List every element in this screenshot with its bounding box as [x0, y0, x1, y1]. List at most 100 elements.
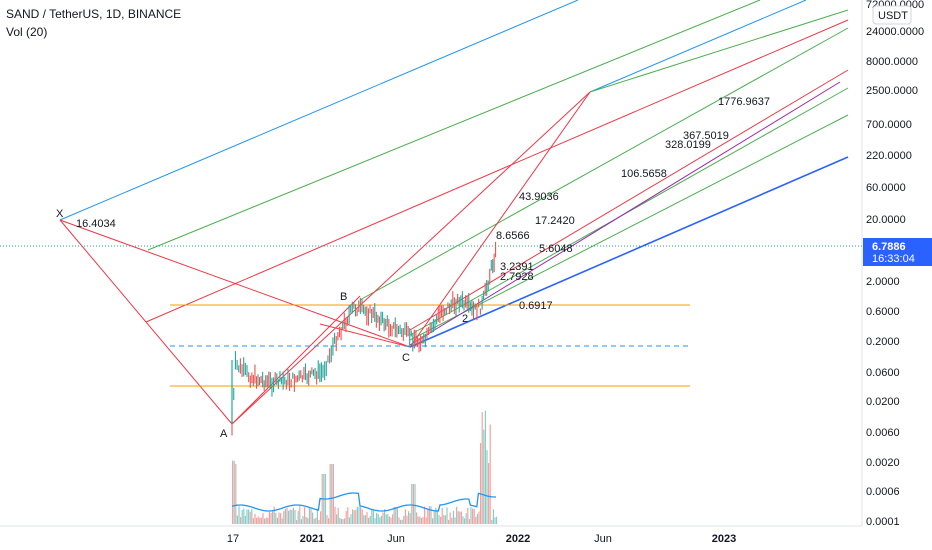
volume-bar [296, 519, 298, 524]
volume-bar [262, 513, 264, 524]
volume-bar [457, 511, 459, 524]
volume-bar [465, 513, 467, 524]
volume-bar [278, 512, 280, 524]
volume-bar [344, 518, 346, 524]
volume-bar [492, 509, 494, 524]
volume-bar [364, 515, 366, 524]
volume-bar [382, 512, 384, 524]
volume-bar [307, 518, 309, 524]
volume-bar [329, 464, 331, 524]
channel-line-green-1 [147, 0, 761, 251]
volume-bar [478, 511, 480, 524]
volume-bar [372, 509, 374, 524]
volume-bar [259, 517, 261, 524]
volume-bar [467, 507, 469, 524]
volume-bar [268, 511, 270, 524]
price-tick: 0.0060 [866, 427, 900, 439]
volume-bar [417, 516, 419, 524]
volume-bar [360, 506, 362, 524]
volume-bar [435, 507, 437, 524]
wave-label-2: 2 [462, 313, 468, 325]
volume-bar [308, 508, 310, 524]
price-tick: 0.2000 [866, 336, 900, 348]
volume-bar [280, 513, 282, 524]
level-label-11: 0.6917 [519, 300, 553, 312]
volume-bar [249, 511, 251, 524]
volume-bar [336, 514, 338, 524]
candlestick-series [231, 241, 497, 436]
volume-bar [248, 509, 250, 524]
volume-bar [355, 509, 357, 524]
pattern-x-c [59, 219, 411, 348]
volume-bar [387, 514, 389, 524]
volume-bar [310, 508, 312, 524]
price-tick: 60.0000 [866, 182, 906, 194]
volume-bar [494, 517, 496, 524]
volume-bar [236, 515, 238, 524]
volume-bar [292, 507, 294, 524]
volume-bar [451, 517, 453, 524]
horizontal-levels[interactable] [0, 245, 862, 387]
volume-bar [406, 515, 408, 524]
volume-bar [371, 510, 373, 524]
level-label-7: 8.6566 [496, 230, 530, 242]
volume-bar [416, 512, 418, 524]
price-axis[interactable]: 72000.000024000.00008000.00002500.000070… [866, 0, 924, 528]
volume-bar [315, 517, 317, 524]
volume-bar [286, 507, 288, 524]
volume-bar [422, 517, 424, 524]
channel-line-blue-upper [59, 0, 579, 221]
volume-bar [484, 410, 486, 524]
volume-bar [420, 518, 422, 524]
volume-bar [475, 516, 477, 524]
chart-title: SAND / TetherUS, 1D, BINANCE [6, 7, 182, 21]
volume-bar [340, 518, 342, 524]
volume-bar [272, 511, 274, 524]
volume-bar [291, 509, 293, 524]
currency-badge[interactable] [872, 5, 912, 25]
volume-bar [392, 514, 394, 524]
volume-bar [432, 518, 434, 524]
volume-bar [424, 506, 426, 524]
volume-bar [473, 508, 475, 524]
volume-bars [232, 410, 498, 524]
volume-bar [251, 508, 253, 524]
volume-bar [459, 511, 461, 524]
volume-bar [441, 507, 443, 524]
volume-bar [358, 506, 360, 524]
volume-bar [476, 514, 478, 524]
volume-bar [374, 518, 376, 524]
channel-lines[interactable] [59, 0, 849, 348]
volume-bar [433, 510, 435, 524]
time-axis[interactable]: 17 2021 Jun 2022 Jun 2023 [227, 533, 736, 545]
price-tick: 0.0200 [866, 396, 900, 408]
time-tick: 2023 [712, 533, 736, 545]
price-tick: 220.0000 [866, 150, 912, 162]
level-label-9: 3.2391 [500, 261, 534, 273]
pattern-a-b [231, 295, 361, 425]
volume-bar [446, 507, 448, 524]
volume-bar [409, 513, 411, 524]
volume-bar [489, 424, 491, 524]
volume-bar [244, 515, 246, 524]
volume-bar [456, 506, 458, 524]
level-label-3: 328.0199 [665, 139, 711, 151]
volume-bar [428, 506, 430, 524]
level-label-x: 16.4034 [76, 218, 116, 230]
time-tick: 2021 [300, 533, 324, 545]
volume-bar [385, 514, 387, 524]
volume-bar [401, 519, 403, 524]
volume-bar [348, 517, 350, 524]
current-price-badge [863, 238, 932, 266]
volume-moving-average [231, 492, 496, 512]
volume-bar [300, 519, 302, 524]
volume-bar [299, 506, 301, 524]
volume-bar [483, 429, 485, 524]
price-tick: 2500.0000 [866, 85, 918, 97]
price-tick: 0.6000 [866, 306, 900, 318]
volume-indicator-label[interactable]: Vol (20) [6, 25, 48, 39]
channel-line-projection [409, 81, 841, 346]
wave-label-x: X [56, 208, 64, 220]
time-tick: Jun [594, 533, 612, 545]
